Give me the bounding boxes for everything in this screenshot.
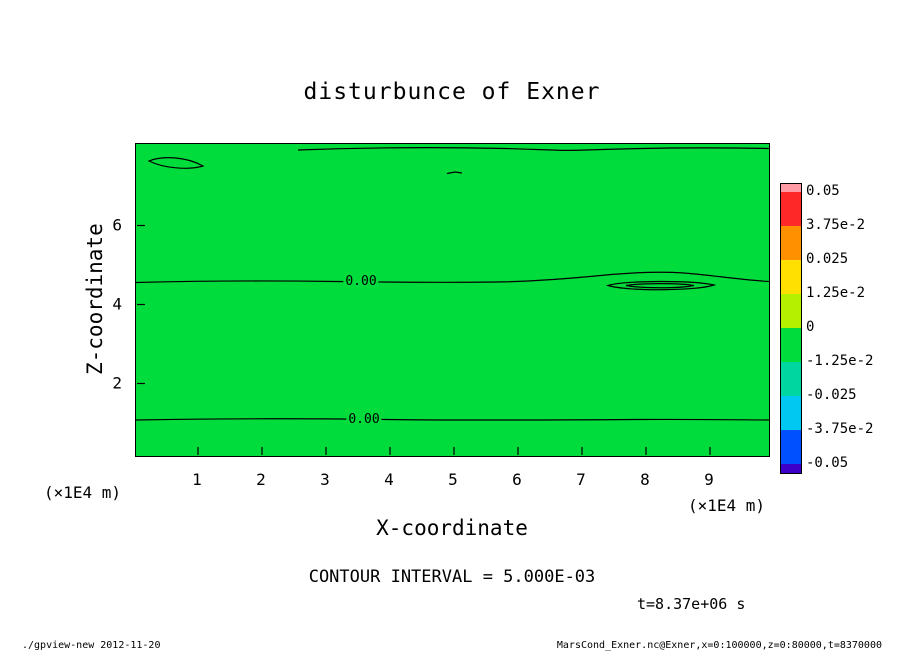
y-tick-label: 2 xyxy=(112,373,122,392)
x-tick-label: 3 xyxy=(320,470,330,489)
colorbar-segment xyxy=(781,396,801,430)
x-axis-label: X-coordinate xyxy=(376,516,528,540)
x-tick-label: 7 xyxy=(576,470,586,489)
contour-value-label: 0.00 xyxy=(343,274,379,289)
time-annotation: t=8.37e+06 s xyxy=(637,595,746,613)
zero-contour-closed-inner xyxy=(625,283,695,289)
colorbar-tick-label: 1.25e-2 xyxy=(806,285,866,301)
y-tick-label: 4 xyxy=(112,294,122,313)
colorbar-segment xyxy=(781,260,801,294)
zero-contour-top-boundary xyxy=(297,147,769,151)
contour-value-label: 0.00 xyxy=(346,412,382,427)
colorbar-segment xyxy=(781,192,801,226)
colorbar-segment xyxy=(781,184,801,192)
x-tick-label: 1 xyxy=(192,470,202,489)
colorbar-tick-label: -0.05 xyxy=(806,455,849,471)
x-tick-label: 6 xyxy=(512,470,522,489)
colorbar-segment xyxy=(781,294,801,328)
footer-source-text: MarsCond_Exner.nc@Exner,x=0:100000,z=0:8… xyxy=(556,640,882,651)
colorbar-tick-label: -1.25e-2 xyxy=(806,353,874,369)
zero-contour-closed-outer xyxy=(605,280,717,291)
x-axis-unit: (×1E4 m) xyxy=(688,496,766,515)
zero-contour-closed-topleft xyxy=(147,157,205,169)
colorbar xyxy=(780,183,802,474)
contour-svg xyxy=(136,147,769,455)
colorbar-tick-label: 0 xyxy=(806,319,815,335)
x-tick-label: 2 xyxy=(256,470,266,489)
colorbar-segment xyxy=(781,464,801,473)
x-tick-label: 9 xyxy=(704,470,714,489)
chart-title: disturbunce of Exner xyxy=(303,79,601,105)
colorbar-tick-label: 0.05 xyxy=(806,183,840,199)
x-tick-label: 8 xyxy=(640,470,650,489)
colorbar-segment xyxy=(781,328,801,362)
zero-contour-lower xyxy=(136,418,769,421)
zero-contour-small-dash xyxy=(446,171,463,175)
colorbar-tick-label: 3.75e-2 xyxy=(806,217,866,233)
y-axis-unit: (×1E4 m) xyxy=(44,483,122,502)
colorbar-tick-label: 0.025 xyxy=(806,251,849,267)
zero-contour-middle xyxy=(136,271,769,284)
y-tick-label: 6 xyxy=(112,215,122,234)
colorbar-segment xyxy=(781,226,801,260)
x-tick-label: 5 xyxy=(448,470,458,489)
x-tick-label: 4 xyxy=(384,470,394,489)
colorbar-tick-label: -3.75e-2 xyxy=(806,421,874,437)
colorbar-segment xyxy=(781,430,801,464)
colorbar-tick-label: -0.025 xyxy=(806,387,857,403)
footer-command-text: ./gpview-new 2012-11-20 xyxy=(22,640,161,651)
contour-interval-text: CONTOUR INTERVAL = 5.000E-03 xyxy=(308,567,596,587)
colorbar-segment xyxy=(781,362,801,396)
plot-area: 0.00 0.00 xyxy=(135,143,770,457)
